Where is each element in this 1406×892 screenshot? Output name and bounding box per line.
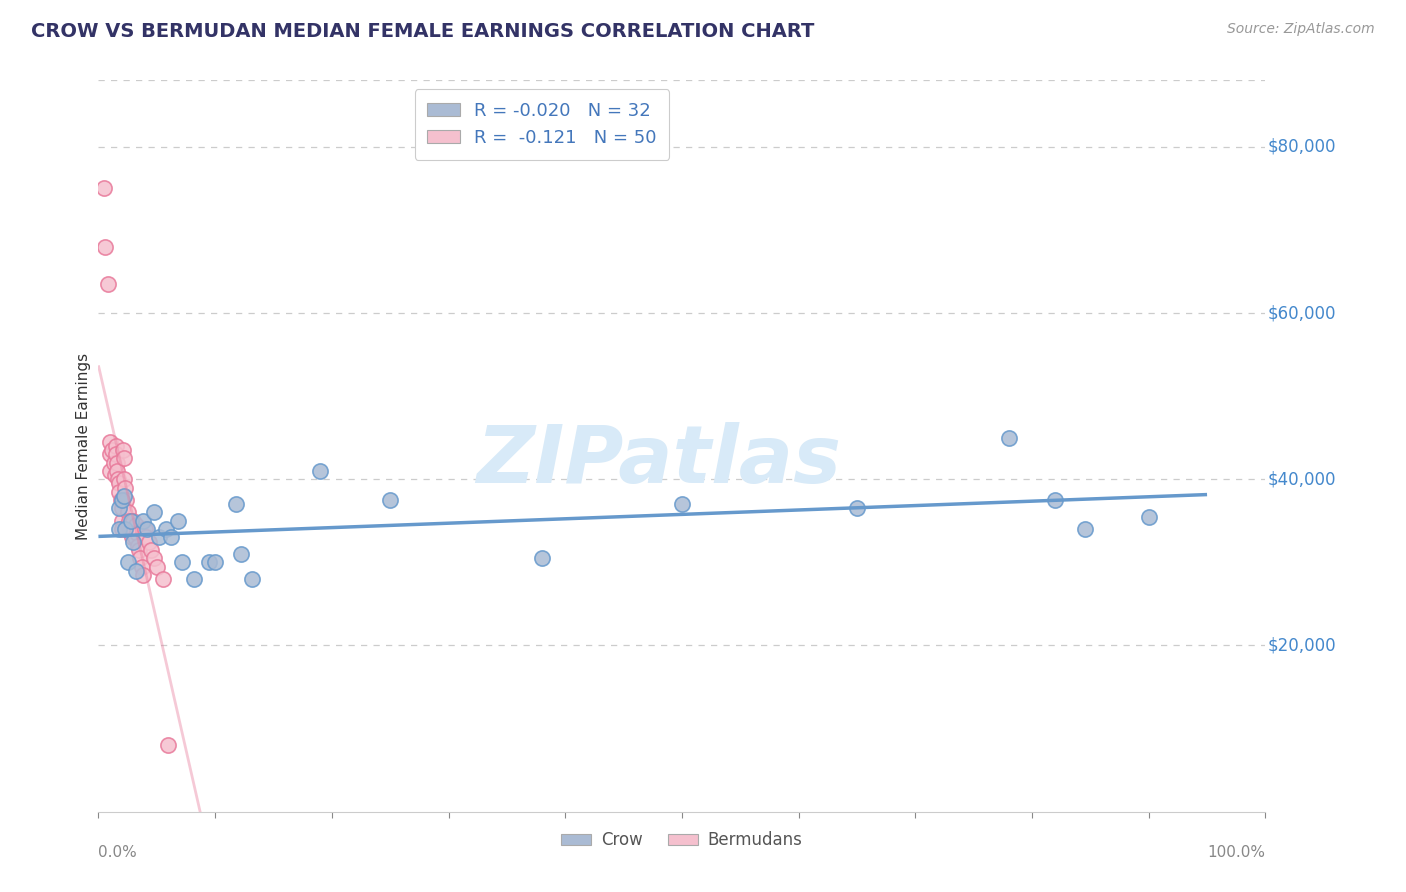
Point xyxy=(122,522,145,536)
Point xyxy=(103,456,125,470)
Point xyxy=(112,451,135,466)
Point xyxy=(104,439,127,453)
Point xyxy=(125,518,148,533)
Text: $20,000: $20,000 xyxy=(1268,637,1336,655)
Point xyxy=(122,514,145,528)
Point xyxy=(136,522,159,536)
Point xyxy=(117,555,139,569)
Point xyxy=(112,472,135,486)
Legend: Crow, Bermudans: Crow, Bermudans xyxy=(554,825,810,856)
Point xyxy=(117,506,139,520)
Point xyxy=(104,447,127,461)
Point xyxy=(157,738,180,752)
Point xyxy=(111,501,134,516)
Point xyxy=(131,559,153,574)
Point xyxy=(155,522,177,536)
Point xyxy=(143,506,166,520)
Point xyxy=(204,555,226,569)
Point xyxy=(139,542,162,557)
Point xyxy=(132,567,155,582)
Point xyxy=(166,514,188,528)
Point xyxy=(225,497,247,511)
Point xyxy=(93,181,115,195)
Point xyxy=(98,447,121,461)
Point xyxy=(108,476,131,491)
Y-axis label: Median Female Earnings: Median Female Earnings xyxy=(76,352,91,540)
Point xyxy=(1045,493,1067,508)
Point xyxy=(97,277,120,291)
Point xyxy=(309,464,332,478)
Point xyxy=(146,559,169,574)
Text: $80,000: $80,000 xyxy=(1268,137,1336,156)
Point xyxy=(152,572,174,586)
Point xyxy=(143,551,166,566)
Text: 100.0%: 100.0% xyxy=(1208,845,1265,860)
Text: 0.0%: 0.0% xyxy=(98,845,138,860)
Point xyxy=(846,501,869,516)
Point xyxy=(111,493,134,508)
Point xyxy=(198,555,221,569)
Point xyxy=(110,493,132,508)
Point xyxy=(111,522,134,536)
Point xyxy=(148,530,170,544)
Point xyxy=(111,514,134,528)
Point xyxy=(120,518,142,533)
Text: CROW VS BERMUDAN MEDIAN FEMALE EARNINGS CORRELATION CHART: CROW VS BERMUDAN MEDIAN FEMALE EARNINGS … xyxy=(31,22,814,41)
Point xyxy=(380,493,402,508)
Point xyxy=(132,514,155,528)
Point xyxy=(1073,522,1095,536)
Point xyxy=(138,534,160,549)
Point xyxy=(120,514,142,528)
Point xyxy=(115,493,138,508)
Point xyxy=(114,481,136,495)
Point xyxy=(114,522,136,536)
Point xyxy=(128,542,150,557)
Point xyxy=(108,522,131,536)
Point xyxy=(229,547,252,561)
Point xyxy=(98,434,121,449)
Point xyxy=(104,468,127,483)
Point xyxy=(105,464,128,478)
Point xyxy=(671,497,693,511)
Point xyxy=(129,551,152,566)
Point xyxy=(117,518,139,533)
Point xyxy=(112,489,135,503)
Text: $60,000: $60,000 xyxy=(1268,304,1336,322)
Point xyxy=(98,464,121,478)
Point xyxy=(124,530,146,544)
Point xyxy=(120,526,142,541)
Point xyxy=(108,484,131,499)
Point xyxy=(125,564,148,578)
Point xyxy=(125,526,148,541)
Point xyxy=(121,530,143,544)
Point xyxy=(101,443,124,458)
Point xyxy=(111,443,134,458)
Point xyxy=(105,456,128,470)
Point xyxy=(135,530,157,544)
Point xyxy=(107,472,129,486)
Point xyxy=(134,522,156,536)
Point xyxy=(159,530,181,544)
Point xyxy=(997,431,1019,445)
Point xyxy=(530,551,553,566)
Point xyxy=(183,572,205,586)
Point xyxy=(94,239,117,253)
Text: $40,000: $40,000 xyxy=(1268,470,1336,488)
Point xyxy=(118,514,141,528)
Point xyxy=(1137,509,1160,524)
Text: Source: ZipAtlas.com: Source: ZipAtlas.com xyxy=(1227,22,1375,37)
Point xyxy=(122,534,145,549)
Point xyxy=(108,501,131,516)
Point xyxy=(118,522,141,536)
Point xyxy=(127,539,149,553)
Text: ZIPatlas: ZIPatlas xyxy=(477,422,841,500)
Point xyxy=(242,572,264,586)
Point xyxy=(172,555,194,569)
